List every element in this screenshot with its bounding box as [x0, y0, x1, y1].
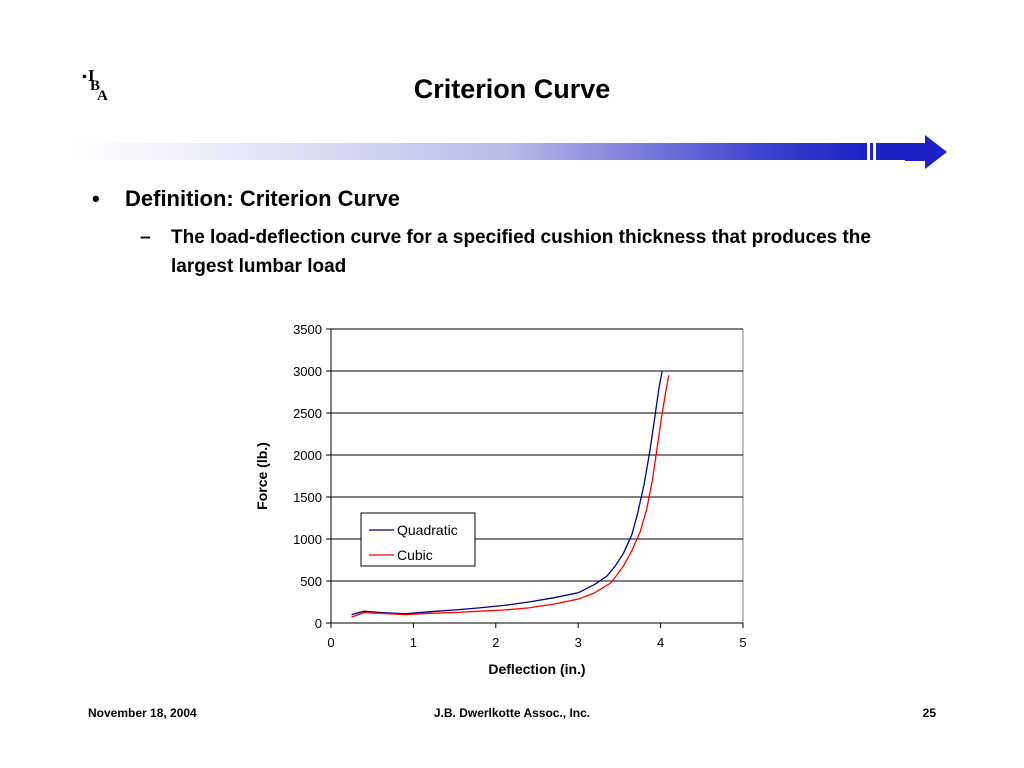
x-tick-label: 5 — [739, 635, 746, 650]
logo-letter-a: A — [97, 88, 108, 104]
legend-label: Quadratic — [397, 522, 458, 538]
y-tick-label: 1500 — [293, 490, 322, 505]
footer-company: J.B. Dwerlkotte Assoc., Inc. — [433, 706, 591, 720]
y-tick-label: 2500 — [293, 406, 322, 421]
y-tick-label: 0 — [315, 616, 322, 631]
x-tick-label: 3 — [575, 635, 582, 650]
footer-date: November 18, 2004 — [88, 706, 197, 720]
chart-legend — [360, 512, 476, 567]
bullet-mark: • — [92, 186, 100, 211]
y-tick-label: 1000 — [293, 532, 322, 547]
series-line-quadratic — [351, 370, 663, 616]
bullet-text: Definition: Criterion Curve — [125, 186, 401, 211]
y-tick-label: 3500 — [293, 322, 322, 337]
logo-letter-b: B — [90, 78, 101, 94]
sub-bullet-mark: – — [140, 227, 151, 248]
logo-letter-i: I — [88, 66, 95, 85]
footer-page-number: 25 — [922, 706, 936, 720]
slide-title: Criterion Curve — [413, 74, 611, 104]
force-deflection-chart: 0 500 1000 1500 2000 2500 3000 3500 0 1 2 3 4 5 Deflec… — [254, 322, 747, 677]
header-rule-stripe — [876, 143, 908, 160]
x-tick-label: 0 — [327, 635, 334, 650]
company-logo: • I B A — [82, 66, 122, 112]
legend-label: Cubic — [397, 547, 433, 563]
header-gradient-rule — [72, 143, 864, 160]
x-tick-label: 4 — [657, 635, 664, 650]
y-tick-label: 3000 — [293, 364, 322, 379]
plot-area — [330, 328, 744, 624]
header-rule-stripe — [864, 143, 867, 160]
arrow-right-icon — [905, 135, 947, 169]
x-tick-label: 1 — [410, 635, 417, 650]
y-tick-label: 2000 — [293, 448, 322, 463]
sub-bullet-text: The load-deflection curve for a specifie… — [171, 227, 871, 277]
header-rule-stripe — [870, 143, 873, 160]
y-axis-title: Force (lb.) — [254, 442, 270, 510]
x-tick-label: 2 — [492, 635, 499, 650]
logo-dot: • — [82, 70, 87, 85]
y-tick-label: 500 — [300, 574, 322, 589]
x-axis-title: Deflection (in.) — [488, 661, 585, 677]
series-line-cubic — [351, 375, 670, 618]
